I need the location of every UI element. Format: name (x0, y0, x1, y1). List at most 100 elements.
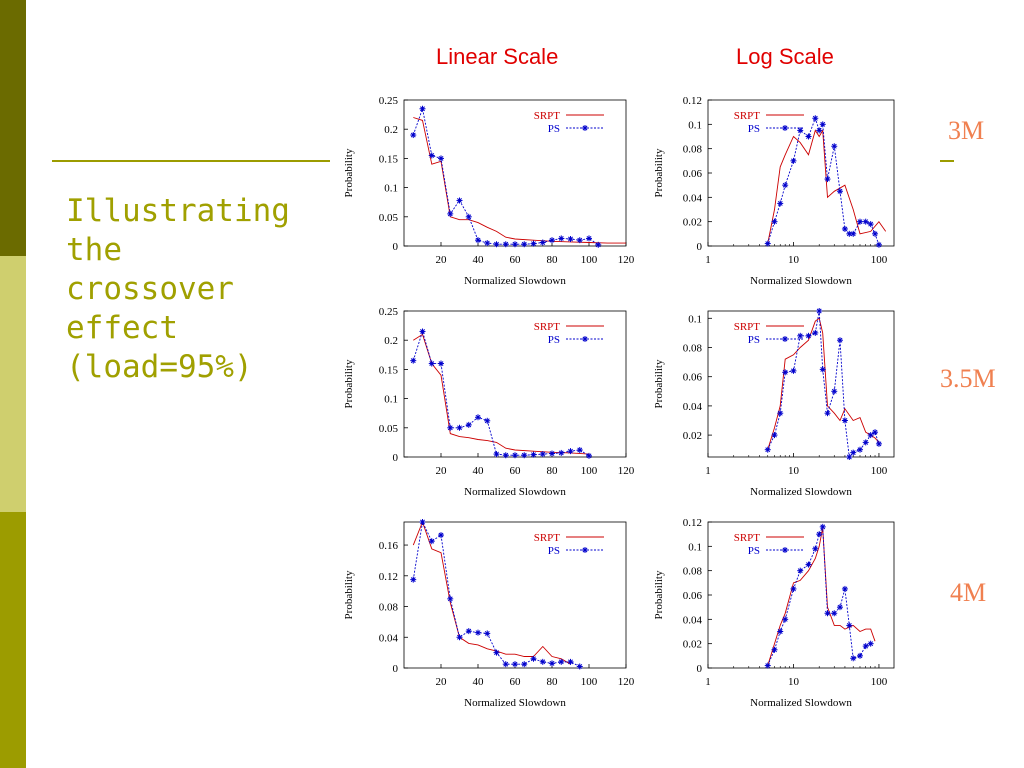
y-axis-label: Probability (343, 570, 355, 619)
point-ps (447, 424, 454, 431)
series-ps (412, 329, 590, 457)
legend-label-ps: PS (748, 545, 760, 557)
x-tick-label: 10 (788, 254, 800, 266)
x-axis-label: Normalized Slowdown (464, 697, 566, 709)
y-tick-label: 0 (393, 452, 399, 464)
series-srpt (413, 333, 590, 455)
x-tick-label: 60 (510, 465, 522, 477)
y-tick-label: 0.1 (384, 394, 398, 406)
y-tick-label: 0.12 (683, 95, 702, 107)
point-ps (438, 360, 444, 367)
y-tick-label: 0.1 (384, 183, 398, 195)
title-rule-left (52, 160, 330, 162)
y-tick-label: 0.02 (683, 217, 702, 229)
point-ps (872, 429, 879, 436)
point-ps (539, 451, 546, 458)
point-ps (465, 421, 472, 428)
x-tick-label: 100 (871, 465, 888, 477)
point-ps (428, 538, 435, 545)
x-tick-label: 60 (510, 676, 522, 688)
point-ps (549, 237, 555, 244)
chart-log-4m: 0 0.02 0.04 0.06 0.08 0.1 0.12 1 10 100 Normalized… (653, 517, 895, 709)
point-ps (502, 452, 509, 459)
point-ps (850, 449, 857, 456)
x-tick-label: 20 (436, 254, 448, 266)
y-tick-label: 0.04 (379, 632, 399, 644)
point-ps (777, 410, 784, 417)
x-tick-label: 80 (547, 254, 559, 266)
y-tick-label: 0.05 (379, 423, 399, 435)
point-ps (764, 240, 771, 247)
y-axis-label: Probability (653, 359, 665, 408)
y-tick-label: 0 (697, 241, 703, 253)
point-ps (465, 213, 472, 220)
point-ps (764, 662, 771, 669)
column-header-log: Log Scale (736, 44, 834, 69)
point-ps (867, 432, 874, 439)
legend-label-srpt: SRPT (534, 321, 561, 333)
x-tick-label: 100 (581, 254, 598, 266)
point-ps (549, 660, 555, 667)
y-tick-label: 0.06 (683, 372, 703, 384)
point-ps (812, 545, 819, 552)
legend-label-ps: PS (748, 123, 760, 135)
legend-marker-ps (782, 336, 788, 342)
y-tick-label: 0.25 (379, 95, 399, 107)
x-tick-label: 1 (705, 465, 711, 477)
series-ps (412, 107, 599, 246)
sidebar-segment-bottom (0, 512, 26, 768)
point-ps (410, 576, 417, 583)
x-tick-label: 100 (581, 465, 598, 477)
point-ps (410, 357, 417, 364)
point-ps (558, 658, 565, 665)
point-ps (512, 661, 518, 668)
point-ps (824, 410, 831, 417)
x-tick-label: 40 (473, 676, 485, 688)
legend-label-ps: PS (748, 334, 760, 346)
sidebar-accent (0, 0, 26, 768)
x-axis-label: Normalized Slowdown (464, 275, 566, 287)
point-ps (831, 143, 838, 150)
point-ps (576, 446, 583, 453)
point-ps (856, 446, 863, 453)
y-axis-label: Probability (653, 570, 665, 619)
point-ps (558, 449, 565, 456)
point-ps (456, 197, 463, 204)
point-ps (771, 218, 778, 225)
y-tick-label: 0.12 (683, 517, 702, 529)
y-tick-label: 0.1 (688, 119, 702, 131)
point-ps (812, 329, 819, 336)
chart-log-3m: 0 0.02 0.04 0.06 0.08 0.1 0.12 1 10 100 Normalized… (653, 95, 895, 287)
y-axis-label: Probability (653, 148, 665, 197)
point-ps (797, 332, 804, 339)
y-axis-label: Probability (343, 359, 355, 408)
point-ps (419, 105, 426, 112)
x-axis-label: Normalized Slowdown (750, 486, 852, 498)
plot-frame (403, 521, 627, 669)
point-ps (875, 440, 882, 447)
y-tick-label: 0.12 (379, 571, 398, 583)
x-tick-label: 100 (871, 676, 888, 688)
point-ps (805, 133, 812, 140)
point-ps (831, 388, 838, 395)
point-ps (521, 661, 528, 668)
series-srpt (413, 117, 626, 244)
y-tick-label: 0.16 (379, 540, 399, 552)
slide-title: Illustrating the crossover effect (load=… (66, 193, 290, 385)
point-ps (836, 337, 843, 344)
point-ps (824, 610, 831, 617)
point-ps (782, 182, 789, 189)
y-tick-label: 0.2 (384, 335, 398, 347)
point-ps (819, 366, 826, 373)
point-ps (805, 561, 812, 568)
point-ps (790, 367, 797, 374)
row-label-3-5m: 3.5M (940, 364, 996, 393)
y-tick-label: 0.06 (683, 590, 703, 602)
y-tick-label: 0.04 (683, 614, 703, 626)
x-tick-label: 120 (618, 465, 635, 477)
point-ps (586, 452, 592, 459)
point-ps (764, 446, 771, 453)
sidebar-segment-middle (0, 256, 26, 512)
point-ps (512, 452, 518, 459)
point-ps (867, 221, 874, 228)
